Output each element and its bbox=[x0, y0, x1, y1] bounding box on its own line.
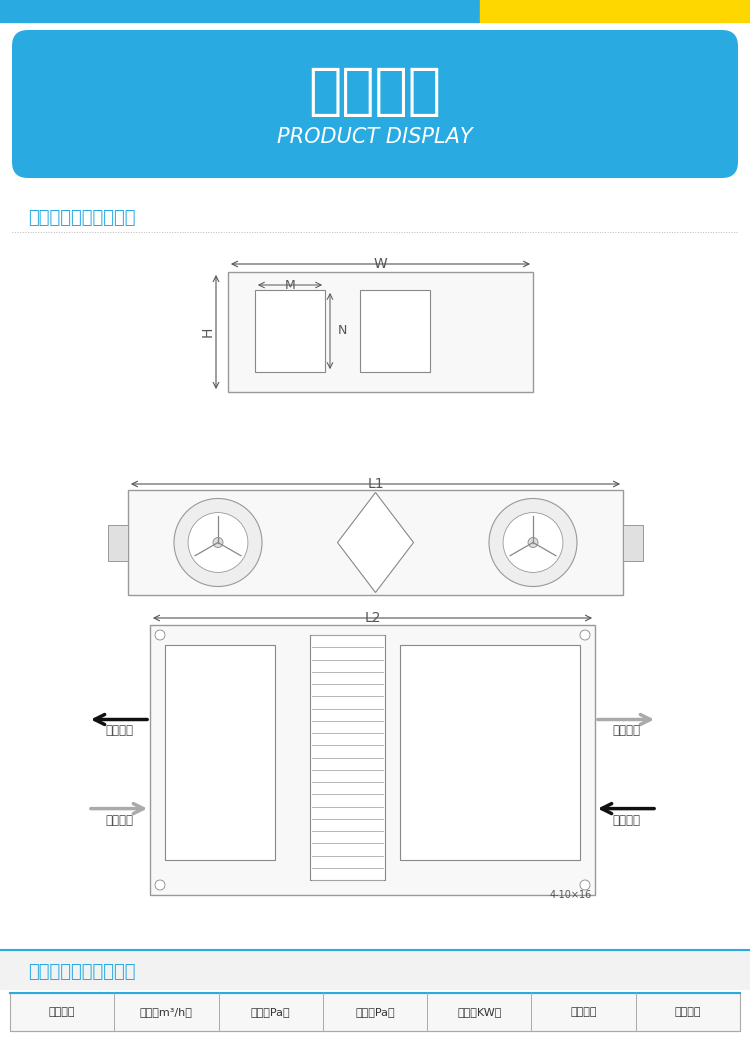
Bar bbox=[228, 272, 533, 392]
Bar bbox=[165, 645, 275, 861]
Circle shape bbox=[580, 630, 590, 640]
Text: 污风出口: 污风出口 bbox=[105, 725, 133, 738]
Circle shape bbox=[213, 538, 223, 547]
Bar bbox=[108, 524, 128, 561]
Bar bbox=[255, 290, 325, 372]
Text: 污风进口: 污风进口 bbox=[612, 814, 640, 826]
Text: 风量（m³/h）: 风量（m³/h） bbox=[140, 1007, 193, 1017]
Text: 规格型号: 规格型号 bbox=[49, 1007, 76, 1017]
Circle shape bbox=[155, 630, 165, 640]
Circle shape bbox=[503, 513, 563, 572]
Circle shape bbox=[580, 880, 590, 890]
Text: 4-10×16: 4-10×16 bbox=[550, 890, 592, 900]
Bar bbox=[400, 645, 580, 861]
Text: 外形尺寸表（镀锌板）: 外形尺寸表（镀锌板） bbox=[28, 963, 136, 981]
Text: 产品展示: 产品展示 bbox=[308, 65, 442, 119]
Bar bbox=[150, 625, 595, 895]
Text: M: M bbox=[285, 279, 296, 292]
Text: 德州凯亿空调设备有限公司: 德州凯亿空调设备有限公司 bbox=[275, 746, 475, 774]
Text: N: N bbox=[338, 325, 347, 337]
Text: 功率（KW）: 功率（KW） bbox=[457, 1007, 502, 1017]
Text: 外形尺寸图（镀锌板）: 外形尺寸图（镀锌板） bbox=[28, 209, 136, 227]
Text: 箱体尺寸: 箱体尺寸 bbox=[674, 1007, 701, 1017]
Circle shape bbox=[155, 880, 165, 890]
Text: L2: L2 bbox=[364, 611, 381, 625]
Bar bbox=[0, 0, 480, 22]
Text: W: W bbox=[374, 257, 387, 271]
Bar bbox=[310, 635, 385, 880]
Circle shape bbox=[528, 538, 538, 547]
Text: 风压（Pa）: 风压（Pa） bbox=[251, 1007, 290, 1017]
Bar bbox=[360, 290, 430, 372]
Text: 新风进口: 新风进口 bbox=[105, 814, 133, 826]
Polygon shape bbox=[338, 492, 413, 593]
Bar bbox=[0, 950, 750, 990]
Circle shape bbox=[174, 498, 262, 586]
Bar bbox=[623, 524, 643, 561]
Text: L1: L1 bbox=[368, 477, 384, 491]
Bar bbox=[128, 490, 623, 595]
Text: 进出风口: 进出风口 bbox=[570, 1007, 597, 1017]
Text: 电压（Pa）: 电压（Pa） bbox=[356, 1007, 395, 1017]
Bar bbox=[10, 993, 740, 1031]
FancyBboxPatch shape bbox=[12, 30, 738, 177]
Text: 新风出口: 新风出口 bbox=[612, 725, 640, 738]
Text: H: H bbox=[201, 327, 215, 337]
Text: PRODUCT DISPLAY: PRODUCT DISPLAY bbox=[278, 127, 472, 146]
Circle shape bbox=[188, 513, 248, 572]
Bar bbox=[480, 0, 750, 22]
Circle shape bbox=[489, 498, 577, 586]
